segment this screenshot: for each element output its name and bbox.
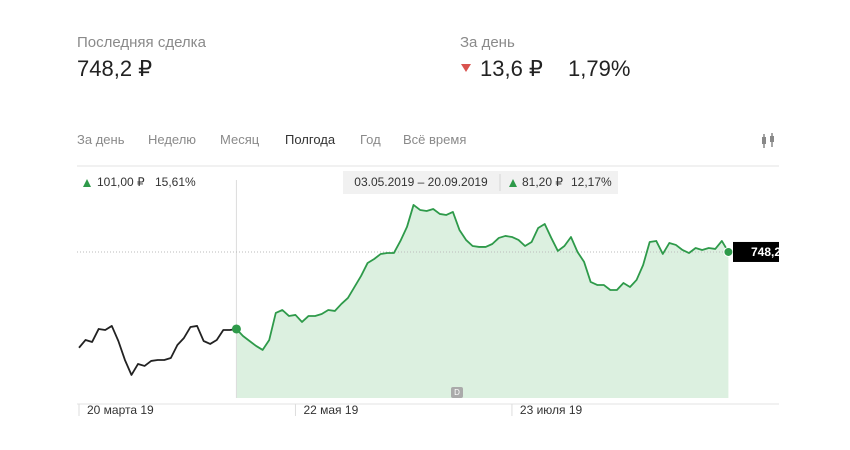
marker-box xyxy=(451,387,463,398)
plot: 748,2 ₽ xyxy=(77,180,792,398)
tab[interactable]: Год xyxy=(360,132,381,147)
down-arrow xyxy=(461,64,471,72)
day-change: 13,6 ₽ xyxy=(480,56,543,81)
day-percent: 1,79% xyxy=(568,56,631,81)
tab[interactable]: Месяц xyxy=(220,132,260,147)
tab[interactable]: Полгода xyxy=(285,132,336,147)
range-label: 03.05.2019 – 20.09.2019 xyxy=(354,175,488,189)
last-dot xyxy=(723,246,734,257)
selection-start-dot xyxy=(231,324,241,334)
tab[interactable]: За день xyxy=(77,132,125,147)
price-tag xyxy=(733,241,779,262)
x-tick-label: 20 марта 19 xyxy=(87,403,154,417)
area xyxy=(236,204,729,398)
last-trade-label: Последняя сделка xyxy=(77,34,206,51)
x-tick-label: 22 мая 19 xyxy=(303,403,358,417)
marker: D xyxy=(454,388,460,397)
up-arrow xyxy=(509,179,517,187)
last-trade: 748,2 ₽ xyxy=(77,56,153,81)
tab[interactable]: Неделю xyxy=(148,132,197,147)
range-percent: 12,17% xyxy=(571,175,612,189)
period-percent: 15,61% xyxy=(155,175,196,189)
range-change: 81,20 ₽ xyxy=(522,175,563,189)
price-tag-label: 748,2 ₽ xyxy=(751,245,792,259)
period-change: 101,00 ₽ xyxy=(97,175,145,189)
range-box xyxy=(343,171,618,194)
x-tick-label: 23 июля 19 xyxy=(520,403,583,417)
price-line xyxy=(78,204,730,376)
candles-icon[interactable] xyxy=(760,132,778,150)
tab[interactable]: Всё время xyxy=(403,132,467,147)
up-arrow xyxy=(83,179,91,187)
day-label: За день xyxy=(460,34,515,51)
